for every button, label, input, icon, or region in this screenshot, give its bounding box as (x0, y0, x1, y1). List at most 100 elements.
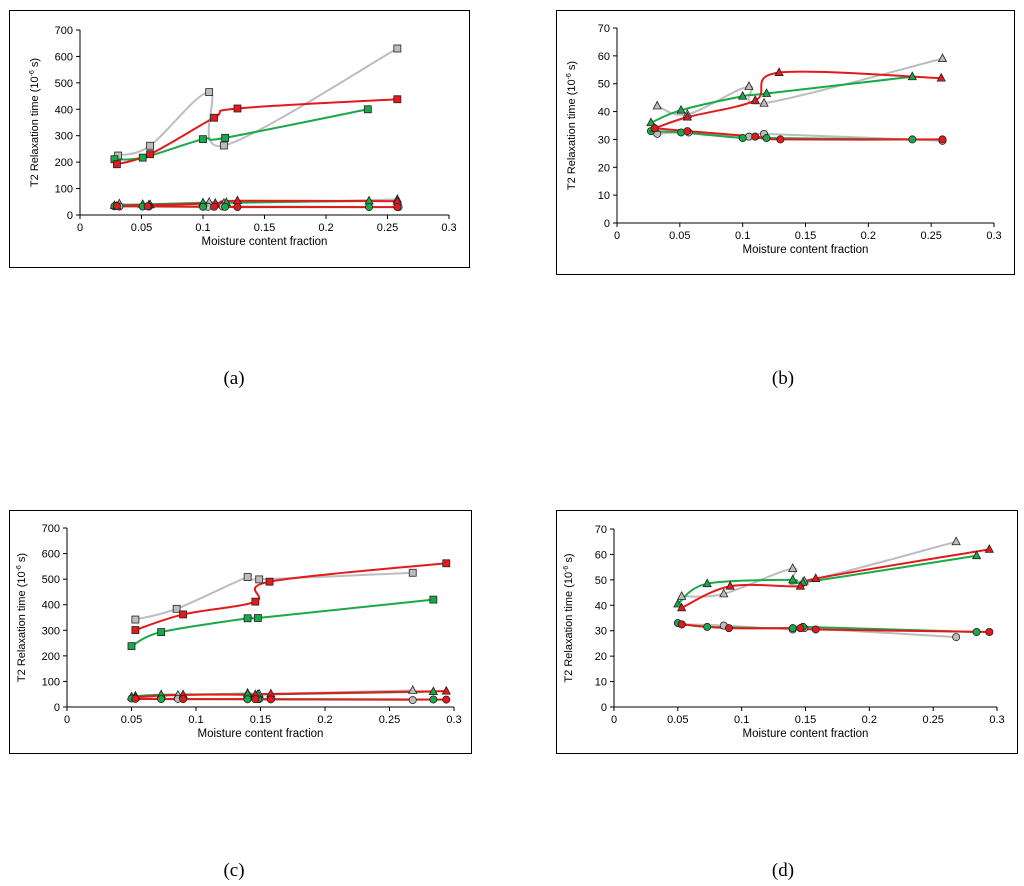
y-tick-label: 400 (55, 104, 73, 116)
data-point-red-circle (796, 624, 805, 633)
y-axis-label-main: T2 Relaxation time (10 (563, 572, 575, 683)
data-point-red-circle (811, 625, 820, 634)
data-point-red-circle (210, 202, 219, 211)
data-point-red-circle (751, 132, 760, 141)
data-point-green-square (243, 614, 252, 623)
x-axis-label: Moisture content fraction (743, 728, 869, 740)
y-axis-label: T2 Relaxation time (10-6 s) (16, 553, 28, 682)
x-tick-label: 0.05 (121, 714, 142, 726)
data-point-gray-square (243, 573, 252, 581)
data-point-red-triangle (676, 602, 687, 612)
data-point-red-square (179, 610, 188, 619)
x-axis-label: Moisture content fraction (202, 236, 328, 248)
data-point-green-triangle (907, 71, 917, 81)
data-point-red-square (442, 559, 451, 568)
y-tick-label: 20 (598, 162, 610, 174)
data-point-red-circle (938, 135, 947, 144)
y-axis-label-tail: s) (566, 61, 578, 73)
x-tick-label: 0 (64, 714, 70, 726)
data-point-gray-square (146, 141, 155, 150)
x-tick-label: 0.15 (250, 714, 271, 726)
x-tick-label: 0.3 (446, 714, 461, 726)
data-point-gray-triangle (788, 563, 798, 572)
x-tick-label: 0.15 (795, 230, 816, 242)
x-tick-label: 0.05 (667, 714, 688, 726)
y-axis-label-tail: s) (16, 553, 28, 565)
y-axis-label-tail: s) (563, 553, 575, 565)
data-point-green-square (221, 133, 230, 142)
y-tick-label: 300 (42, 625, 60, 637)
x-tick-label: 0 (614, 230, 620, 242)
y-tick-label: 30 (595, 626, 607, 638)
x-tick-label: 0 (77, 222, 83, 234)
data-point-red-square (251, 597, 260, 606)
data-point-gray-triangle (759, 97, 769, 107)
data-point-green-circle (157, 695, 166, 704)
data-point-gray-triangle (937, 53, 948, 63)
y-tick-label: 70 (598, 23, 610, 35)
data-point-green-circle (365, 203, 374, 212)
x-tick-label: 0 (611, 714, 617, 726)
data-point-red-square (146, 150, 155, 159)
data-point-red-circle (393, 203, 402, 212)
x-tick-label: 0.1 (734, 714, 749, 726)
data-point-green-circle (198, 202, 207, 211)
data-point-green-square (157, 628, 166, 636)
data-point-green-circle (703, 622, 712, 631)
x-tick-label: 0.2 (318, 222, 333, 234)
data-point-green-square (127, 642, 136, 651)
x-tick-label: 0.1 (195, 222, 210, 234)
caption-d: (d) (771, 860, 795, 881)
data-point-red-circle (442, 695, 451, 704)
y-tick-label: 100 (42, 676, 60, 688)
chart-b-svg: 0 0.05 0.1 0.15 0.2 0.25 0.3 0 10 20 30 40 50 60 70 Moi… (566, 23, 1002, 256)
data-point-green-circle (738, 134, 747, 143)
data-point-gray-triangle (408, 685, 418, 694)
x-tick-label: 0.3 (441, 222, 456, 234)
chart-panel-a: 0 0.05 0.1 0.15 0.2 0.25 0.3 0 100 200 300 400 500 60… (9, 10, 470, 268)
x-tick-label: 0.25 (377, 222, 398, 234)
data-point-gray-circle (408, 696, 417, 705)
data-point-gray-triangle (744, 81, 754, 90)
data-point-red-circle (683, 127, 692, 136)
data-point-green-square (199, 135, 207, 144)
x-tick-label: 0.1 (188, 714, 203, 726)
data-point-red-circle (724, 624, 733, 633)
y-axis-label-main: T2 Relaxation time (10 (566, 79, 578, 190)
series-line-green-square (131, 598, 434, 648)
data-point-red-square (233, 104, 242, 113)
data-point-gray-triangle (951, 536, 961, 546)
data-point-gray-square (172, 604, 181, 613)
data-point-green-triangle (971, 550, 982, 560)
caption-a: (a) (223, 368, 245, 389)
data-point-green-triangle (646, 117, 656, 127)
data-point-red-circle (985, 627, 994, 636)
x-tick-label: 0.25 (922, 714, 943, 726)
data-point-red-square (265, 577, 274, 586)
y-tick-label: 40 (598, 107, 610, 119)
data-point-green-square (138, 153, 147, 162)
data-point-red-circle (650, 124, 659, 133)
x-tick-label: 0.15 (254, 222, 275, 234)
data-point-red-triangle (441, 685, 451, 695)
series-line-gray-triangle (681, 540, 957, 598)
x-tick-label: 0.1 (735, 230, 750, 242)
chart-a-svg: 0 0.05 0.1 0.15 0.2 0.25 0.3 0 100 200 300 400 500 60… (29, 25, 457, 248)
data-point-gray-square (220, 141, 228, 150)
x-tick-label: 0.15 (795, 714, 816, 726)
y-tick-label: 200 (42, 651, 60, 663)
y-tick-label: 40 (595, 600, 607, 612)
y-axis-label-sup: -6 (29, 70, 36, 76)
data-point-green-circle (762, 134, 771, 143)
data-point-green-triangle (702, 578, 712, 588)
y-tick-label: 20 (595, 651, 607, 663)
y-tick-label: 30 (598, 134, 610, 146)
caption-c: (c) (223, 860, 245, 881)
x-tick-label: 0.3 (986, 230, 1001, 242)
data-point-red-circle (131, 694, 140, 703)
data-point-gray-square (408, 568, 417, 577)
data-point-green-circle (908, 135, 917, 144)
series-line-red-circle (116, 205, 398, 209)
data-point-green-square (363, 105, 372, 114)
data-point-red-circle (251, 695, 260, 704)
